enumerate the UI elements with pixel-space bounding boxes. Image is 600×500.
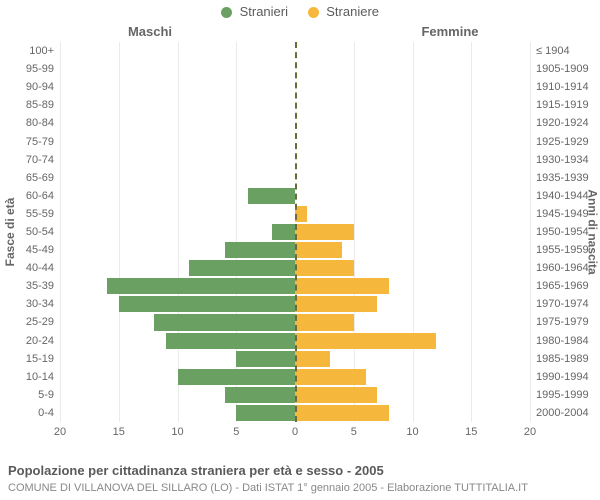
birth-year-label: 1910-1914	[532, 82, 600, 93]
bar-male	[107, 278, 295, 294]
age-bracket-label: 100+	[0, 46, 58, 57]
age-bracket-label: 85-89	[0, 100, 58, 111]
x-tick-label: 5	[351, 426, 357, 438]
age-bracket-label: 20-24	[0, 336, 58, 347]
birth-year-label: 1985-1989	[532, 354, 600, 365]
column-headers: Maschi Femmine	[0, 24, 600, 42]
birth-year-label: 1935-1939	[532, 173, 600, 184]
age-bracket-label: 35-39	[0, 281, 58, 292]
legend-label-female: Straniere	[326, 4, 379, 19]
chart-title: Popolazione per cittadinanza straniera p…	[8, 463, 384, 478]
birth-year-label: 1915-1919	[532, 100, 600, 111]
age-bracket-label: 15-19	[0, 354, 58, 365]
age-bracket-label: 0-4	[0, 408, 58, 419]
bar-male	[189, 260, 295, 276]
age-bracket-label: 95-99	[0, 64, 58, 75]
bar-female	[295, 314, 354, 330]
x-tick-label: 10	[171, 426, 183, 438]
bar-female	[295, 351, 330, 367]
legend: Stranieri Straniere	[0, 4, 600, 19]
age-bracket-label: 80-84	[0, 118, 58, 129]
birth-year-label: 1955-1959	[532, 245, 600, 256]
birth-year-label: 1970-1974	[532, 299, 600, 310]
bar-male	[236, 351, 295, 367]
age-bracket-label: 65-69	[0, 173, 58, 184]
legend-item-male: Stranieri	[221, 4, 288, 19]
birth-year-label: 1975-1979	[532, 317, 600, 328]
zero-axis-line	[295, 42, 297, 422]
age-bracket-label: 60-64	[0, 191, 58, 202]
bar-female	[295, 224, 354, 240]
birth-year-label: 1945-1949	[532, 209, 600, 220]
x-tick-label: 5	[233, 426, 239, 438]
bar-female	[295, 278, 389, 294]
legend-label-male: Stranieri	[240, 4, 288, 19]
age-bracket-label: 30-34	[0, 299, 58, 310]
legend-item-female: Straniere	[308, 4, 379, 19]
birth-year-label: 1980-1984	[532, 336, 600, 347]
bar-female	[295, 333, 436, 349]
age-bracket-label: 40-44	[0, 263, 58, 274]
x-tick-label: 15	[113, 426, 125, 438]
bar-female	[295, 296, 377, 312]
x-tick-label: 10	[406, 426, 418, 438]
bar-male	[225, 242, 296, 258]
bar-female	[295, 387, 377, 403]
birth-year-label: 1960-1964	[532, 263, 600, 274]
bar-female	[295, 260, 354, 276]
bar-male	[119, 296, 295, 312]
birth-year-label: ≤ 1904	[532, 46, 600, 57]
bar-female	[295, 242, 342, 258]
bar-male	[248, 188, 295, 204]
birth-year-label: 2000-2004	[532, 408, 600, 419]
birth-year-label: 1950-1954	[532, 227, 600, 238]
gridline	[530, 42, 531, 422]
birth-year-label: 1920-1924	[532, 118, 600, 129]
bar-male	[236, 405, 295, 421]
birth-year-label: 1990-1994	[532, 372, 600, 383]
population-pyramid-chart: Stranieri Straniere Maschi Femmine Fasce…	[0, 0, 600, 500]
age-bracket-label: 55-59	[0, 209, 58, 220]
age-bracket-label: 45-49	[0, 245, 58, 256]
birth-year-label: 1995-1999	[532, 390, 600, 401]
bar-male	[225, 387, 296, 403]
bar-male	[166, 333, 295, 349]
birth-year-label: 1940-1944	[532, 191, 600, 202]
age-bracket-label: 5-9	[0, 390, 58, 401]
age-bracket-label: 50-54	[0, 227, 58, 238]
plot-area: Fasce di età Anni di nascita 20151050510…	[60, 42, 530, 422]
age-bracket-label: 10-14	[0, 372, 58, 383]
birth-year-label: 1930-1934	[532, 155, 600, 166]
x-tick-label: 15	[465, 426, 477, 438]
legend-swatch-female	[308, 7, 319, 18]
age-bracket-label: 70-74	[0, 155, 58, 166]
age-bracket-label: 75-79	[0, 137, 58, 148]
x-tick-label: 0	[292, 426, 298, 438]
header-male: Maschi	[0, 24, 300, 39]
legend-swatch-male	[221, 7, 232, 18]
bar-male	[272, 224, 296, 240]
birth-year-label: 1965-1969	[532, 281, 600, 292]
x-tick-label: 20	[524, 426, 536, 438]
age-bracket-label: 90-94	[0, 82, 58, 93]
age-bracket-label: 25-29	[0, 317, 58, 328]
bar-female	[295, 405, 389, 421]
bar-male	[154, 314, 295, 330]
chart-subtitle: COMUNE DI VILLANOVA DEL SILLARO (LO) - D…	[8, 482, 528, 494]
bar-male	[178, 369, 296, 385]
bar-female	[295, 369, 366, 385]
birth-year-label: 1905-1909	[532, 64, 600, 75]
header-female: Femmine	[300, 24, 600, 39]
x-tick-label: 20	[54, 426, 66, 438]
birth-year-label: 1925-1929	[532, 137, 600, 148]
